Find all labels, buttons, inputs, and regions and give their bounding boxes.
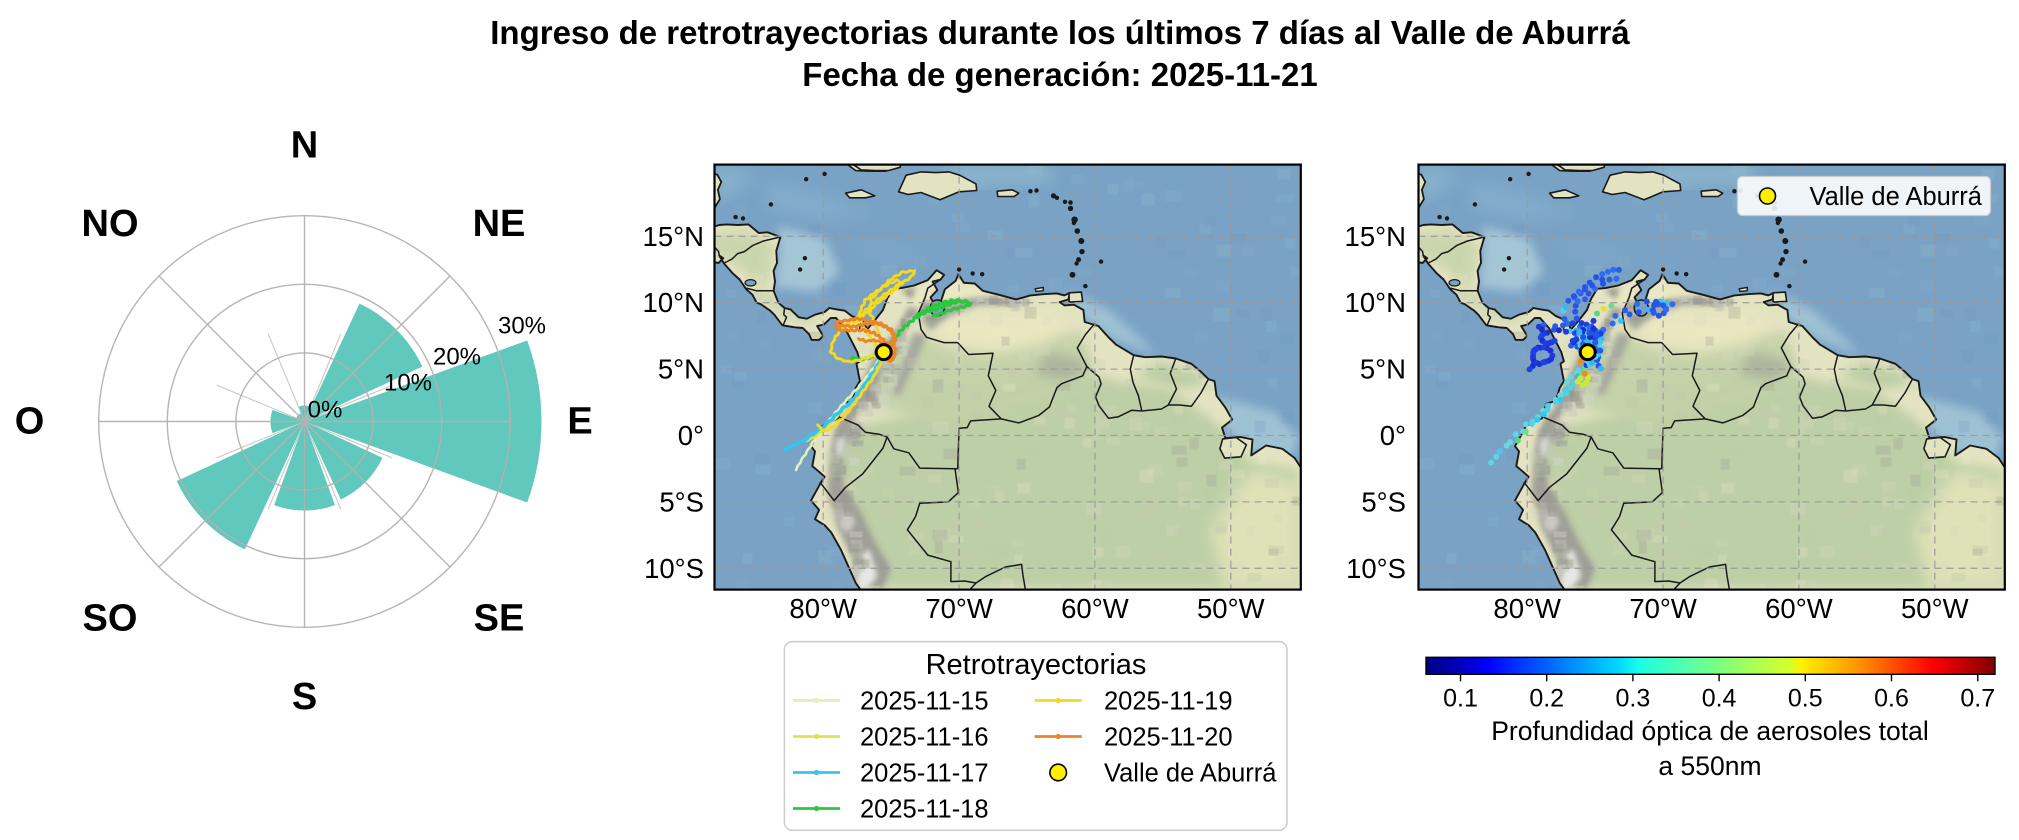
svg-text:10°S: 10°S — [1346, 553, 1406, 584]
svg-text:Fecha de generación: 2025-11-2: Fecha de generación: 2025-11-21 — [802, 56, 1317, 93]
svg-text:Valle de Aburrá: Valle de Aburrá — [1104, 760, 1277, 788]
svg-text:0.5: 0.5 — [1788, 684, 1823, 712]
svg-text:0°: 0° — [678, 420, 704, 451]
svg-text:0.1: 0.1 — [1443, 684, 1478, 712]
svg-text:SE: SE — [474, 598, 525, 640]
svg-text:80°W: 80°W — [789, 593, 857, 624]
svg-text:15°N: 15°N — [643, 221, 704, 252]
svg-text:0.4: 0.4 — [1702, 684, 1737, 712]
svg-text:60°W: 60°W — [1061, 593, 1129, 624]
svg-text:0%: 0% — [308, 397, 343, 424]
svg-text:5°N: 5°N — [658, 354, 704, 385]
svg-text:E: E — [567, 401, 592, 443]
svg-text:70°W: 70°W — [925, 593, 993, 624]
svg-text:0.2: 0.2 — [1529, 684, 1564, 712]
svg-text:10°N: 10°N — [1345, 287, 1406, 318]
svg-text:SO: SO — [83, 598, 138, 640]
svg-text:a 550nm: a 550nm — [1658, 751, 1761, 781]
svg-text:Ingreso de retrotrayectorias d: Ingreso de retrotrayectorias durante los… — [490, 14, 1630, 51]
svg-text:NE: NE — [473, 203, 526, 245]
svg-text:5°S: 5°S — [1361, 486, 1406, 517]
svg-text:O: O — [15, 401, 45, 443]
svg-text:2025-11-18: 2025-11-18 — [860, 796, 989, 824]
svg-text:10%: 10% — [384, 370, 432, 397]
svg-text:0.6: 0.6 — [1874, 684, 1909, 712]
svg-text:10°N: 10°N — [643, 287, 704, 318]
svg-text:0.7: 0.7 — [1960, 684, 1995, 712]
svg-text:2025-11-20: 2025-11-20 — [1104, 724, 1233, 752]
svg-text:2025-11-16: 2025-11-16 — [860, 724, 989, 752]
svg-text:NO: NO — [82, 203, 139, 245]
svg-text:Profundidad óptica de aerosole: Profundidad óptica de aerosoles total — [1491, 716, 1929, 746]
svg-text:5°S: 5°S — [659, 486, 704, 517]
svg-text:50°W: 50°W — [1901, 593, 1969, 624]
svg-text:S: S — [292, 676, 317, 718]
svg-text:50°W: 50°W — [1197, 593, 1265, 624]
svg-text:30%: 30% — [498, 313, 546, 340]
svg-text:60°W: 60°W — [1765, 593, 1833, 624]
svg-text:2025-11-17: 2025-11-17 — [860, 760, 989, 788]
svg-text:20%: 20% — [433, 344, 481, 371]
svg-text:0.3: 0.3 — [1616, 684, 1651, 712]
svg-text:80°W: 80°W — [1493, 593, 1561, 624]
svg-text:2025-11-19: 2025-11-19 — [1104, 688, 1233, 716]
svg-text:70°W: 70°W — [1629, 593, 1697, 624]
svg-text:10°S: 10°S — [644, 553, 704, 584]
svg-text:Retrotrayectorias: Retrotrayectorias — [926, 649, 1147, 681]
svg-text:5°N: 5°N — [1360, 354, 1406, 385]
svg-text:0°: 0° — [1380, 420, 1406, 451]
svg-text:N: N — [291, 125, 318, 167]
svg-text:2025-11-15: 2025-11-15 — [860, 688, 989, 716]
svg-text:Valle de Aburrá: Valle de Aburrá — [1810, 183, 1983, 211]
svg-text:15°N: 15°N — [1345, 221, 1406, 252]
